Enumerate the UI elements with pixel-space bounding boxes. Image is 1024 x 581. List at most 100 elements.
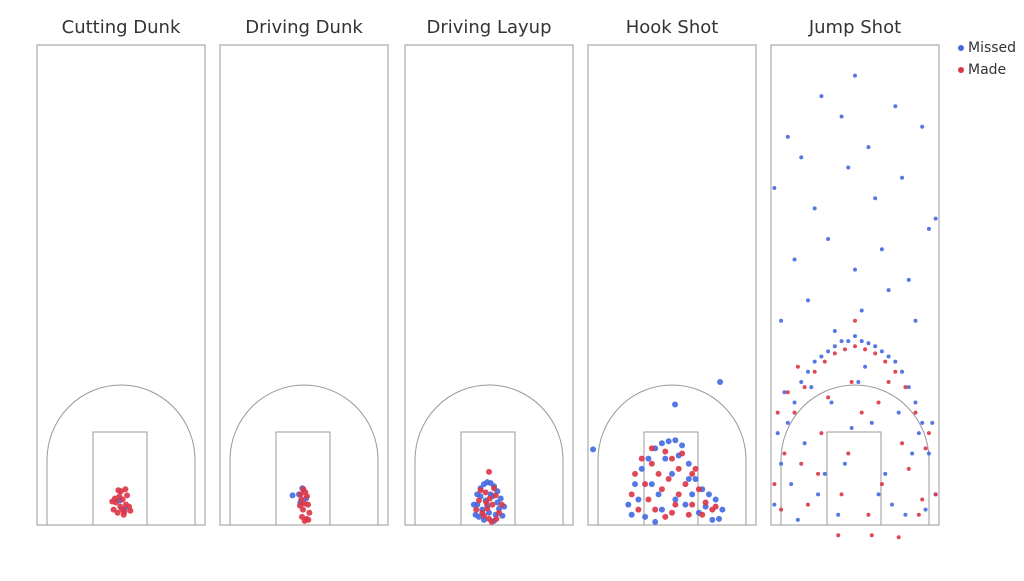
shot-point: [632, 470, 639, 477]
shot-point: [498, 501, 505, 508]
court-key: [460, 431, 516, 526]
shot-point: [876, 400, 881, 405]
shot-point: [883, 359, 888, 364]
shot-point: [795, 517, 800, 522]
shot-point: [805, 369, 810, 374]
shot-point: [913, 400, 918, 405]
court-key: [92, 431, 148, 526]
shot-point: [489, 501, 496, 508]
shot-point: [859, 410, 864, 415]
shot-point: [809, 385, 814, 390]
shot-point: [789, 482, 794, 487]
shot-point: [488, 518, 495, 525]
shot-point: [642, 481, 649, 488]
shot-point: [785, 420, 790, 425]
shot-point: [699, 511, 706, 518]
shot-point: [920, 420, 925, 425]
shot-point: [632, 481, 639, 488]
shot-point: [893, 369, 898, 374]
shot-point: [628, 511, 635, 518]
shot-point: [482, 489, 489, 496]
shot-point: [822, 471, 827, 476]
shot-point: [822, 359, 827, 364]
shot-point: [812, 359, 817, 364]
shot-point: [692, 476, 699, 483]
shot-point: [826, 349, 831, 354]
shot-point: [652, 518, 659, 525]
shot-point: [642, 513, 649, 520]
shot-point: [590, 446, 597, 453]
shot-point: [648, 460, 655, 467]
panel-title: Hook Shot: [626, 17, 719, 38]
shot-point: [483, 499, 490, 506]
shot-point: [923, 446, 928, 451]
shot-point: [775, 410, 780, 415]
shot-point: [816, 492, 821, 497]
shot-point: [662, 513, 669, 520]
shot-point: [826, 237, 831, 242]
shot-point: [873, 344, 878, 349]
shot-point: [869, 533, 874, 538]
shot-point: [484, 505, 491, 512]
shot-point: [903, 512, 908, 517]
shot-point: [645, 455, 652, 462]
shot-point: [672, 501, 679, 508]
shot-point: [638, 455, 645, 462]
shot-point: [846, 339, 851, 344]
shot-point: [853, 318, 857, 323]
shot-point: [669, 470, 675, 477]
shot-point: [879, 482, 884, 487]
shot-point: [842, 461, 847, 466]
shot-point: [300, 486, 307, 493]
legend-label: Missed: [968, 40, 1016, 56]
shot-point: [702, 499, 709, 506]
shot-point: [893, 359, 898, 364]
court-key: [826, 431, 882, 526]
shot-point: [109, 498, 116, 505]
shot-point: [853, 344, 857, 349]
shot-point: [930, 420, 935, 425]
shot-point: [625, 501, 632, 508]
shot-point: [900, 175, 905, 180]
shot-point: [497, 495, 504, 502]
shot-point: [866, 145, 871, 150]
shot-point: [832, 351, 837, 356]
shot-point: [849, 380, 854, 385]
shot-point: [306, 509, 313, 516]
shot-point: [635, 496, 642, 503]
shot-point: [675, 465, 682, 472]
shot-point: [496, 509, 503, 516]
shot-point: [655, 470, 662, 477]
shot-point: [298, 496, 305, 503]
shot-point: [114, 509, 121, 516]
shot-point: [920, 497, 925, 502]
shot-point: [836, 533, 841, 538]
shot-point: [876, 492, 881, 497]
shot-point: [893, 104, 898, 109]
three-point-arc: [780, 384, 930, 525]
shot-point: [480, 512, 487, 519]
shot-point: [717, 379, 724, 386]
shot-point: [853, 73, 857, 78]
shot-point: [926, 431, 931, 436]
shot-point: [669, 455, 675, 462]
shot-point: [779, 507, 784, 512]
shot-point: [812, 369, 817, 374]
shot-point: [662, 455, 669, 462]
shot-point: [486, 495, 493, 502]
panel-title: Driving Dunk: [245, 17, 363, 38]
shot-point: [829, 400, 834, 405]
shot-point: [655, 491, 662, 498]
shot-point: [900, 369, 905, 374]
shot-point: [869, 420, 874, 425]
shot-point: [782, 451, 787, 456]
shot-point: [799, 155, 804, 160]
shot-point: [896, 410, 901, 415]
shot-point: [682, 501, 689, 508]
three-point-arc: [46, 384, 196, 525]
shot-point: [782, 390, 787, 395]
shot-point: [712, 503, 719, 510]
shot-point: [839, 339, 844, 344]
shot-point: [879, 247, 884, 252]
